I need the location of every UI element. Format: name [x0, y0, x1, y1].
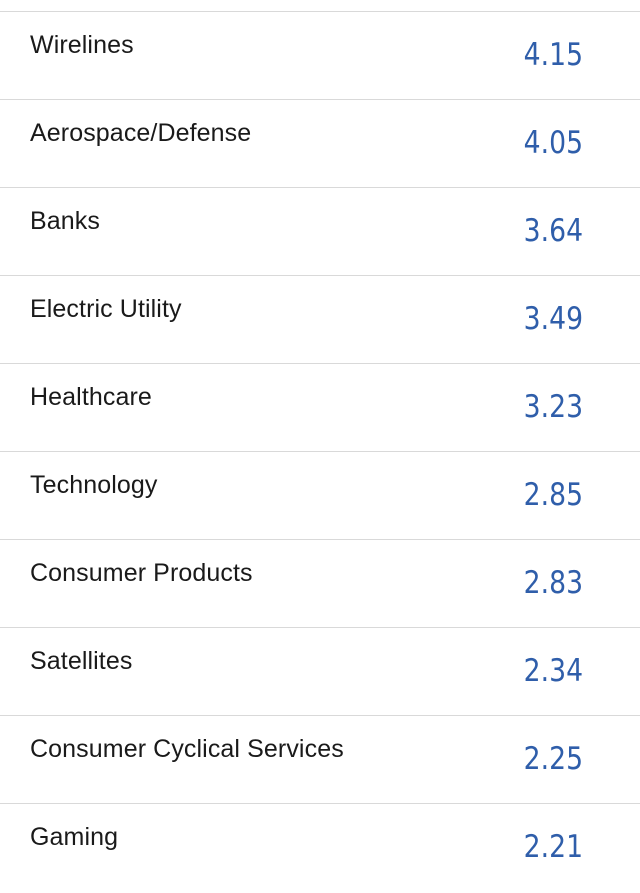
table-row: Gaming 2.21 — [0, 804, 640, 892]
sector-table: Wirelines 4.15 Aerospace/Defense 4.05 Ba… — [0, 11, 640, 892]
row-value: 3.49 — [523, 301, 583, 337]
row-label: Consumer Products — [30, 559, 253, 587]
table-row: Healthcare 3.23 — [0, 364, 640, 452]
row-label: Technology — [30, 471, 158, 499]
table-row: Consumer Products 2.83 — [0, 540, 640, 628]
row-label: Consumer Cyclical Services — [30, 735, 344, 763]
row-value: 2.21 — [523, 829, 583, 865]
table-row: Technology 2.85 — [0, 452, 640, 540]
row-label: Wirelines — [30, 31, 134, 59]
table-row: Satellites 2.34 — [0, 628, 640, 716]
row-label: Electric Utility — [30, 295, 182, 323]
row-value: 4.05 — [523, 125, 583, 161]
row-value: 2.83 — [523, 565, 583, 601]
row-value: 2.25 — [523, 741, 583, 777]
row-label: Gaming — [30, 823, 119, 851]
row-value: 3.64 — [523, 213, 583, 249]
row-value: 3.23 — [523, 389, 583, 425]
row-value: 4.15 — [523, 37, 583, 73]
row-label: Satellites — [30, 647, 133, 675]
row-value: 2.34 — [523, 653, 583, 689]
table-row: Electric Utility 3.49 — [0, 276, 640, 364]
row-label: Healthcare — [30, 383, 152, 411]
row-label: Banks — [30, 207, 100, 235]
table-row: Aerospace/Defense 4.05 — [0, 100, 640, 188]
table-row: Wirelines 4.15 — [0, 12, 640, 100]
row-label: Aerospace/Defense — [30, 119, 252, 147]
table-row: Banks 3.64 — [0, 188, 640, 276]
row-value: 2.85 — [523, 477, 583, 513]
table-row: Consumer Cyclical Services 2.25 — [0, 716, 640, 804]
